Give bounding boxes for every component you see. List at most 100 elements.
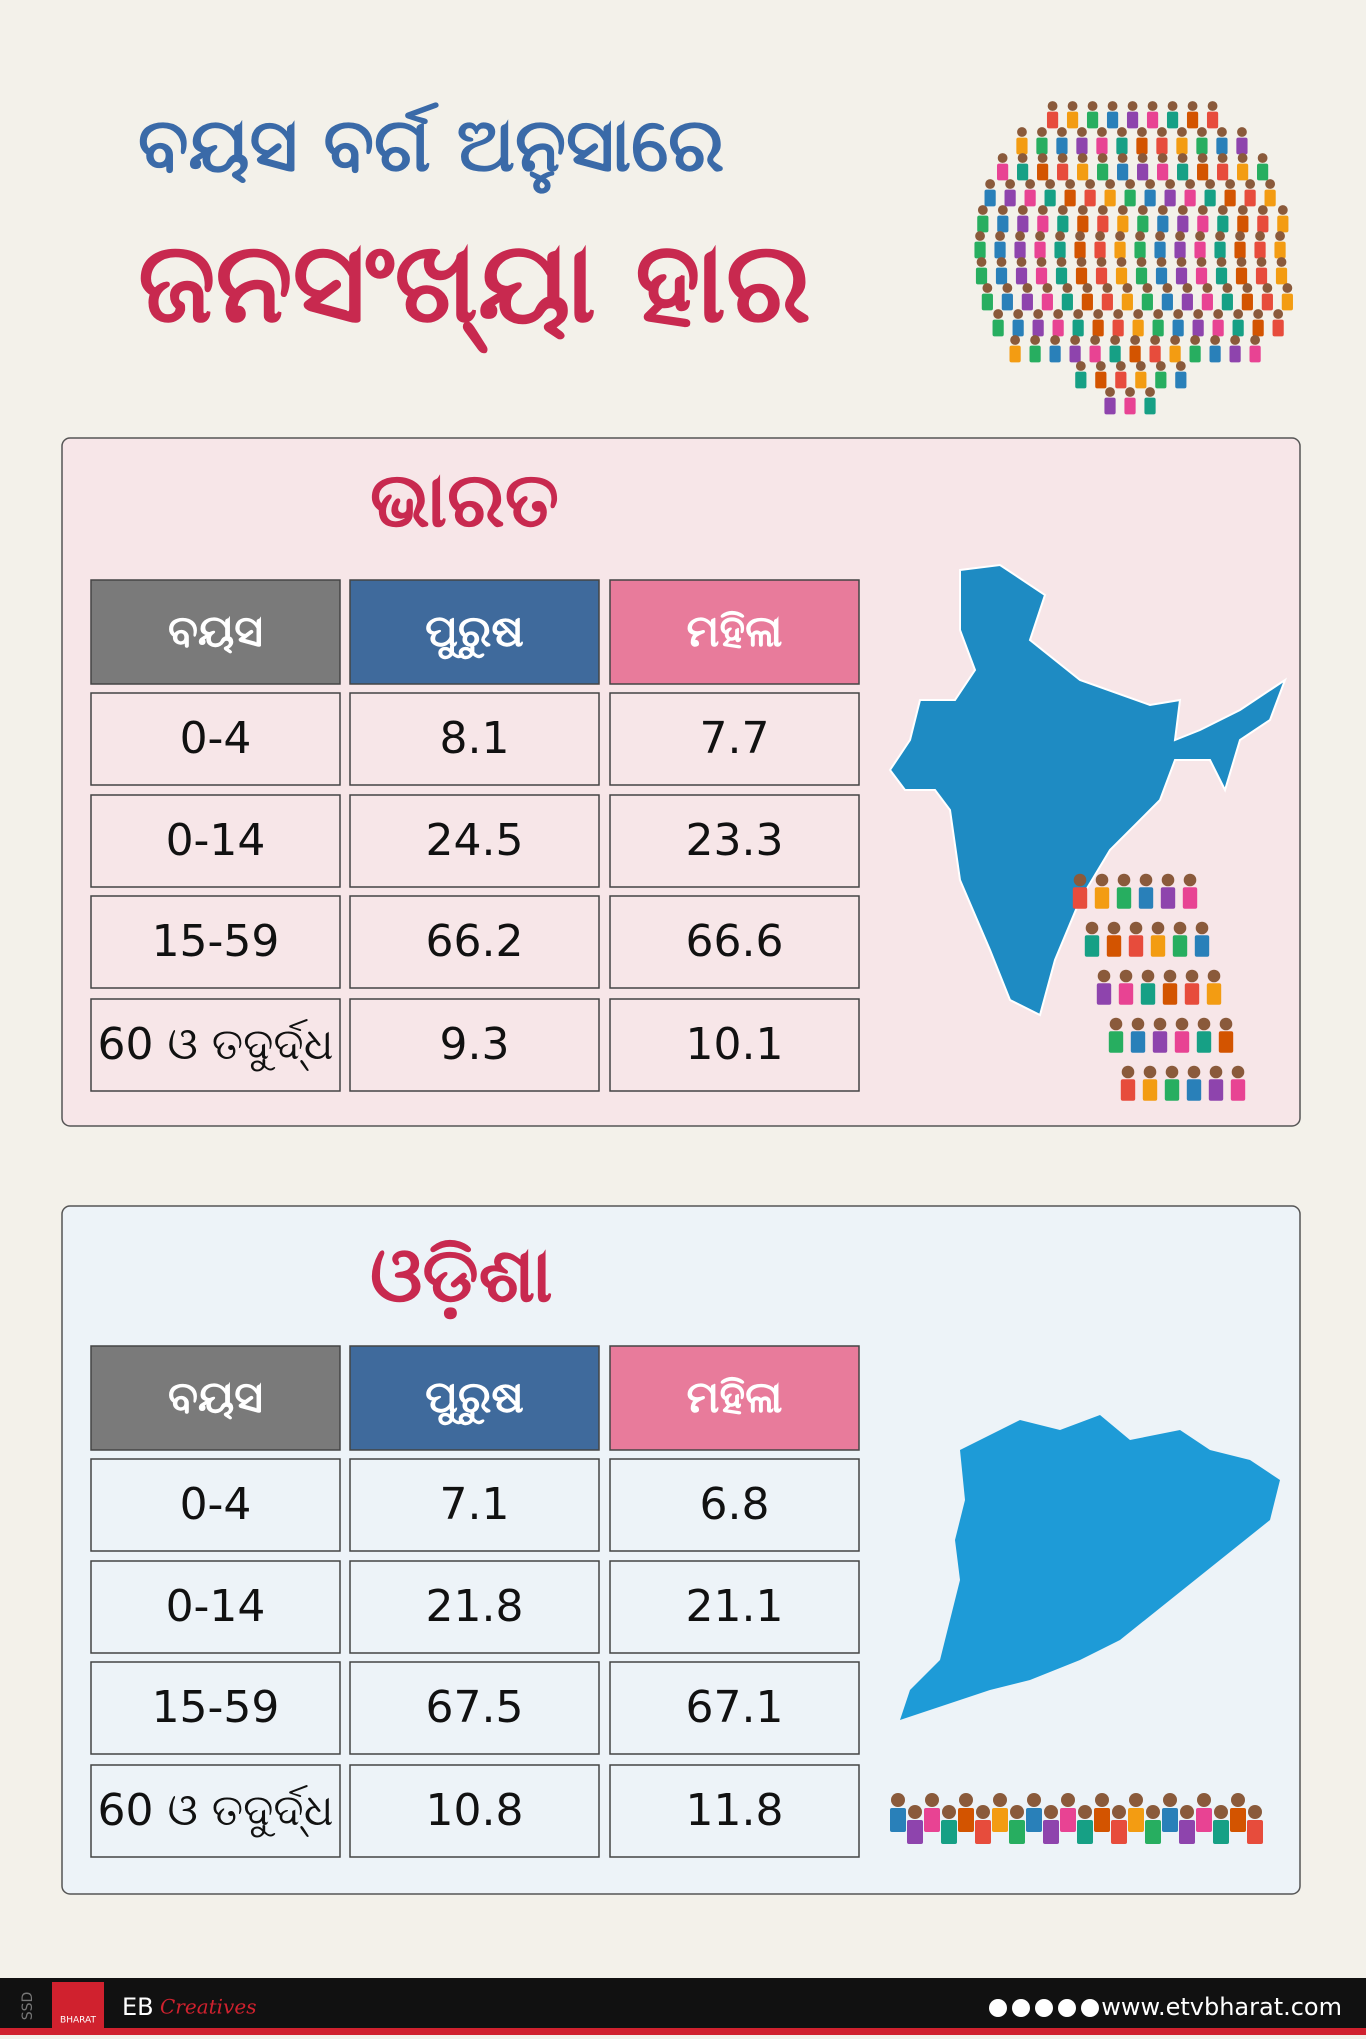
- social-icon[interactable]: [989, 1999, 1007, 2017]
- person-head: [1044, 1805, 1058, 1819]
- person-head: [1255, 231, 1265, 241]
- person-head: [1217, 153, 1228, 163]
- social-icon[interactable]: [1012, 1999, 1030, 2017]
- person-head: [997, 205, 1008, 215]
- person-body: [1186, 1079, 1202, 1101]
- person-head: [1093, 309, 1104, 319]
- person-head: [1231, 1793, 1245, 1807]
- person-body: [1075, 371, 1087, 389]
- person-head: [1062, 283, 1073, 293]
- person-body: [1235, 267, 1248, 285]
- person-head: [1273, 309, 1284, 319]
- person-head: [1131, 1017, 1145, 1031]
- person-head: [1136, 257, 1147, 267]
- person-body: [1081, 293, 1093, 311]
- person-body: [1076, 137, 1088, 155]
- person-body: [1184, 983, 1200, 1005]
- person-body: [1084, 189, 1096, 207]
- person-head: [1235, 231, 1245, 241]
- person-head: [1180, 1805, 1194, 1819]
- person-head: [1205, 179, 1216, 189]
- person-head: [1248, 1805, 1262, 1819]
- cell-text: 0-4: [180, 713, 252, 764]
- person-body: [1176, 137, 1188, 155]
- person-head: [975, 231, 985, 241]
- person-body: [1166, 111, 1179, 129]
- person-body: [1161, 293, 1173, 311]
- person-body: [1230, 1808, 1246, 1832]
- person-head: [1150, 335, 1161, 345]
- person-head: [1197, 153, 1208, 163]
- person-head: [1145, 179, 1156, 189]
- person-body: [1189, 345, 1201, 363]
- person-head: [1085, 179, 1096, 189]
- person-head: [1237, 205, 1248, 215]
- person-head: [1155, 231, 1165, 241]
- person-body: [1001, 293, 1013, 311]
- social-icon[interactable]: [1081, 1999, 1099, 2017]
- person-head: [1057, 205, 1068, 215]
- people-queue: [1072, 873, 1246, 1101]
- person-head: [1037, 205, 1048, 215]
- person-body: [1257, 163, 1269, 181]
- person-body: [1204, 189, 1216, 207]
- odisha-map: [900, 1415, 1280, 1720]
- person-body: [1252, 319, 1264, 337]
- person-head: [908, 1805, 922, 1819]
- person-head: [997, 153, 1008, 163]
- person-head: [1237, 127, 1247, 137]
- cell-text: 7.7: [700, 713, 770, 764]
- person-body: [1244, 189, 1256, 207]
- person-head: [1119, 969, 1133, 983]
- data-table: ବୟସ ପୁରୁଷ ମହିଳା 0-4 7.1 6.8 0-14 21.8 21.1 15-59 6…: [90, 1345, 860, 1858]
- cell-text: 10.8: [426, 1785, 524, 1836]
- person-head: [1073, 873, 1087, 887]
- person-head: [1217, 205, 1228, 215]
- person-head: [1202, 283, 1213, 293]
- table-cell: [349, 1764, 600, 1858]
- person-head: [1245, 179, 1256, 189]
- person-body: [1186, 111, 1199, 129]
- person-body: [1128, 935, 1144, 957]
- person-head: [1129, 921, 1143, 935]
- person-body: [1196, 1808, 1212, 1832]
- person-body: [1230, 1079, 1246, 1101]
- person-body: [1229, 345, 1241, 363]
- person-body: [1194, 241, 1206, 259]
- person-body: [1072, 887, 1088, 909]
- cell-text: 23.3: [686, 815, 784, 866]
- social-icon[interactable]: [1058, 1999, 1076, 2017]
- cell-text: 66.6: [686, 916, 784, 967]
- person-body: [1057, 163, 1069, 181]
- person-head: [1236, 257, 1247, 267]
- person-body: [1181, 293, 1193, 311]
- footer-url[interactable]: www.etvbharat.com: [1101, 1993, 1342, 2021]
- cell-text: 66.2: [426, 916, 524, 967]
- person-head: [1216, 257, 1227, 267]
- person-body: [1254, 241, 1266, 259]
- person-body: [997, 215, 1009, 233]
- person-head: [1022, 283, 1033, 293]
- person-body: [1104, 189, 1116, 207]
- person-head: [1096, 257, 1107, 267]
- person-body: [1041, 293, 1053, 311]
- person-head: [1225, 179, 1236, 189]
- person-body: [1237, 163, 1249, 181]
- person-head: [1163, 969, 1177, 983]
- person-body: [1241, 293, 1253, 311]
- person-body: [1215, 267, 1228, 285]
- person-head: [1256, 257, 1267, 267]
- person-body: [1116, 137, 1128, 155]
- person-head: [1222, 283, 1233, 293]
- header-text: ମହିଳା: [687, 1372, 783, 1423]
- person-head: [1077, 153, 1088, 163]
- person-head: [1115, 231, 1125, 241]
- person-body: [1077, 215, 1089, 233]
- person-body: [1261, 293, 1273, 311]
- person-head: [1082, 283, 1093, 293]
- social-icon[interactable]: [1035, 1999, 1053, 2017]
- person-head: [1095, 361, 1106, 371]
- person-body: [1108, 1031, 1124, 1053]
- table-cell: [349, 1661, 600, 1755]
- person-head: [1117, 873, 1131, 887]
